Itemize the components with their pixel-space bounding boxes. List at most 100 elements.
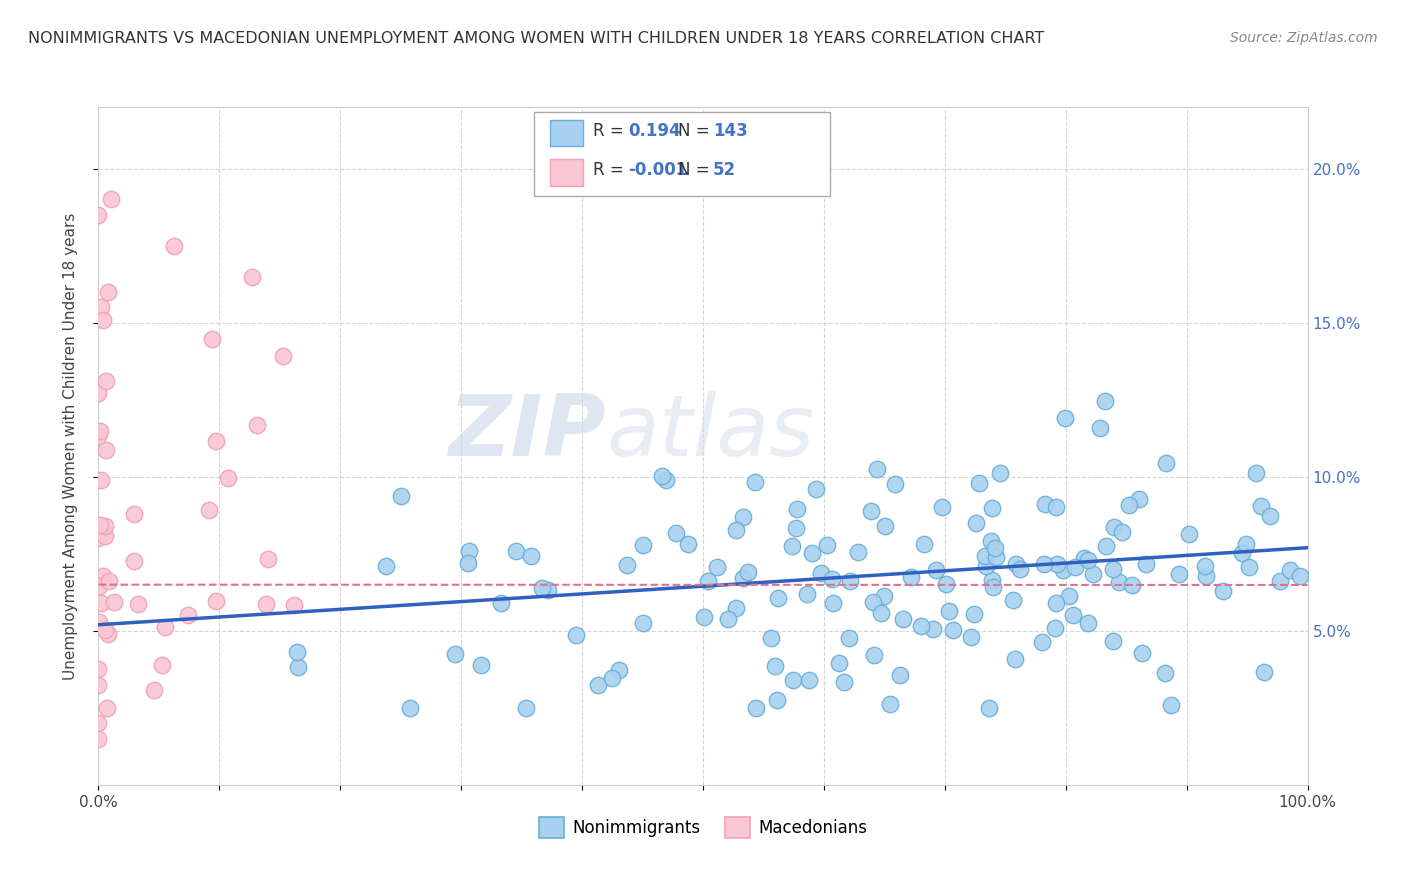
Point <box>122 507 145 521</box>
Point <box>1045 500 1067 514</box>
Point <box>205 594 228 608</box>
Point <box>217 471 239 485</box>
Point <box>846 545 869 559</box>
Point <box>1077 553 1099 567</box>
Point <box>884 476 907 491</box>
Point <box>744 475 766 489</box>
Text: R =: R = <box>593 122 624 140</box>
Point <box>782 539 804 553</box>
Point <box>94 623 117 637</box>
Point <box>1156 456 1178 470</box>
Text: N =: N = <box>678 161 709 179</box>
Point <box>374 559 396 574</box>
Point <box>759 632 782 646</box>
Point <box>821 572 844 586</box>
Legend: Nonimmigrants, Macedonians: Nonimmigrants, Macedonians <box>531 811 875 845</box>
Point <box>1002 593 1025 607</box>
Point <box>900 570 922 584</box>
Point <box>93 569 115 583</box>
Point <box>631 538 654 552</box>
Point <box>1230 545 1253 559</box>
Point <box>782 673 804 687</box>
Point <box>804 483 827 497</box>
Point <box>87 678 110 692</box>
Point <box>785 520 807 534</box>
Point <box>505 543 527 558</box>
Point <box>1053 411 1076 425</box>
Point <box>271 349 294 363</box>
Y-axis label: Unemployment Among Women with Children Under 18 years: Unemployment Among Women with Children U… <box>63 212 77 680</box>
Point <box>122 554 145 568</box>
Point <box>1278 563 1301 577</box>
Point <box>87 208 110 222</box>
Point <box>870 607 893 621</box>
Point <box>893 612 915 626</box>
Point <box>763 659 786 673</box>
Point <box>875 518 897 533</box>
Point <box>87 662 110 676</box>
Point <box>1244 466 1267 480</box>
Point <box>1081 567 1104 582</box>
Point <box>1045 596 1067 610</box>
Point <box>87 524 110 538</box>
Point <box>631 615 654 630</box>
Point <box>665 526 688 541</box>
Point <box>766 692 789 706</box>
Point <box>87 522 110 536</box>
Point <box>94 442 117 457</box>
Point <box>1010 562 1032 576</box>
Point <box>862 595 884 609</box>
Point <box>912 537 935 551</box>
Point <box>1268 574 1291 588</box>
Point <box>1135 557 1157 571</box>
Point <box>832 674 855 689</box>
Point <box>815 538 838 552</box>
Point <box>287 660 309 674</box>
Point <box>1004 652 1026 666</box>
Point <box>766 591 789 605</box>
Point <box>1234 536 1257 550</box>
Point <box>1111 525 1133 540</box>
Point <box>1128 491 1150 506</box>
Point <box>97 627 120 641</box>
Point <box>1194 558 1216 573</box>
Point <box>90 473 112 487</box>
Point <box>246 418 269 433</box>
Point <box>839 574 862 588</box>
Point <box>693 609 716 624</box>
Text: 52: 52 <box>713 161 735 179</box>
Point <box>600 671 623 685</box>
Point <box>257 552 280 566</box>
Point <box>470 658 492 673</box>
Point <box>389 489 412 503</box>
Point <box>162 238 184 252</box>
Point <box>984 541 1007 555</box>
Point <box>616 558 638 573</box>
Point <box>1239 560 1261 574</box>
Point <box>87 429 110 443</box>
Text: -0.001: -0.001 <box>628 161 688 179</box>
Text: R =: R = <box>593 161 624 179</box>
Point <box>724 523 747 537</box>
Point <box>980 501 1002 516</box>
Point <box>1168 566 1191 581</box>
Point <box>706 560 728 574</box>
Point <box>537 582 560 597</box>
Point <box>457 544 479 558</box>
Point <box>980 534 1002 549</box>
Point <box>609 664 631 678</box>
Point <box>87 731 110 746</box>
Point <box>87 615 110 630</box>
Point <box>520 549 543 563</box>
Point <box>240 269 263 284</box>
Point <box>974 549 997 563</box>
Point <box>515 701 537 715</box>
Point <box>1178 527 1201 541</box>
Point <box>1160 698 1182 712</box>
Point <box>1057 590 1080 604</box>
Point <box>1031 635 1053 649</box>
Point <box>1250 499 1272 513</box>
Text: 0.194: 0.194 <box>628 122 681 140</box>
Point <box>201 332 224 346</box>
Point <box>1052 563 1074 577</box>
